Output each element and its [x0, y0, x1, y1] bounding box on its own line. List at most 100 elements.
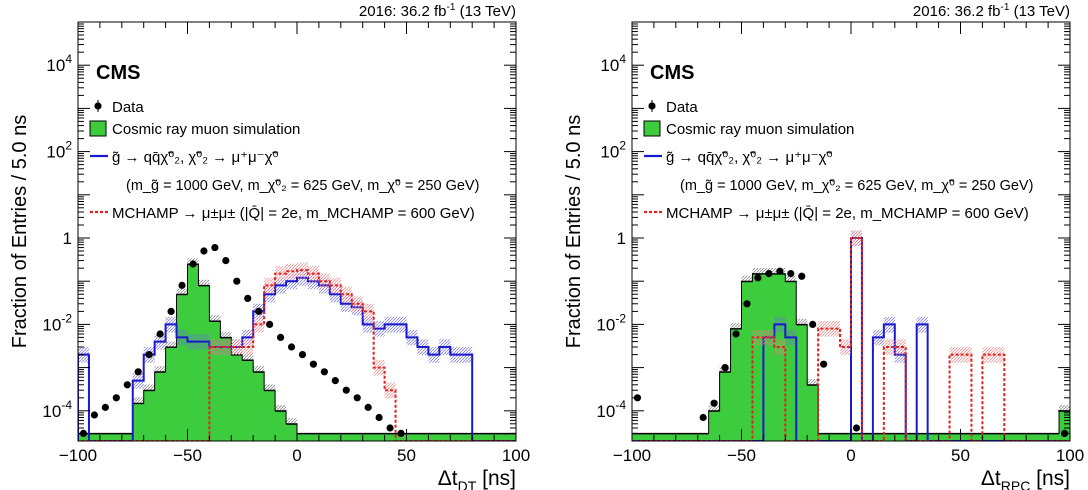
x-tick-label: −50 — [727, 446, 756, 465]
legend-data-label: Data — [666, 99, 698, 116]
y-tick-label: 104 — [600, 52, 626, 75]
cosmic-sim-bin — [927, 433, 939, 435]
cosmic-sim-bin — [242, 359, 254, 361]
data-point — [156, 330, 164, 338]
mchamp-uncertainty-band — [384, 382, 396, 399]
y-tick-label: 1 — [617, 229, 626, 248]
cosmic-sim-bin — [176, 294, 188, 296]
mchamp-uncertainty-band — [894, 339, 906, 356]
cosmic-sim-bin — [664, 433, 676, 435]
cosmic-sim-bin — [785, 281, 797, 283]
data-point — [178, 281, 186, 289]
mchamp-uncertainty-band — [949, 346, 961, 363]
cosmic-sim-bin — [719, 371, 731, 373]
cosmic-sim-bin — [351, 433, 363, 435]
cosmic-sim-bin — [329, 433, 341, 435]
legend-data-label: Data — [112, 99, 144, 116]
data-point — [798, 272, 806, 280]
legend-cosmic-swatch — [643, 120, 661, 137]
y-tick-label: 10-4 — [42, 398, 72, 421]
data-point — [397, 429, 405, 437]
y-tick-label: 10-2 — [596, 311, 626, 334]
cosmic-sim-bin — [993, 433, 1005, 435]
data-point — [90, 411, 99, 419]
cosmic-sim-bin — [494, 433, 506, 435]
legend-cosmic-swatch — [89, 120, 107, 137]
data-point — [134, 368, 142, 376]
cosmic-sim-bin — [428, 433, 440, 435]
y-tick-label: 102 — [46, 139, 72, 162]
legend-mchamp-label: MCHAMP → μ±μ± (|Q̄| = 2e, m_MCHAMP = 600… — [112, 205, 475, 222]
cosmic-sim-bin — [461, 433, 473, 435]
mchamp-uncertainty-band — [840, 339, 851, 356]
mchamp-uncertainty-band — [818, 320, 830, 337]
plot-area — [78, 243, 516, 441]
cosmic-sim-bin — [741, 281, 753, 283]
data-point — [820, 360, 828, 368]
cosmic-sim-bin — [1037, 433, 1049, 435]
x-axis-label: ΔtRPC [ns] — [981, 467, 1070, 490]
cosmic-sim-bin — [264, 390, 276, 392]
x-tick-label: 0 — [292, 446, 301, 465]
legend-gluino-label: g̃ → qq̄χ̃⁰₂, χ̃⁰₂ → μ⁺μ⁻χ̃⁰ — [112, 149, 278, 166]
cosmic-sim-bin — [154, 371, 166, 373]
data-point — [375, 413, 383, 422]
cosmic-sim-bin — [417, 433, 429, 435]
data-point — [266, 320, 274, 329]
data-point — [112, 394, 120, 402]
mchamp-uncertainty-band — [253, 316, 265, 333]
data-point — [211, 243, 219, 252]
data-point — [101, 403, 109, 411]
experiment-label: CMS — [96, 62, 140, 84]
cosmic-sim-bin — [872, 433, 884, 435]
cosmic-sim-bin — [818, 433, 830, 435]
data-point — [189, 260, 197, 268]
data-point — [754, 274, 762, 282]
cosmic-sim-bin — [829, 433, 841, 435]
legend-gluino-label: g̃ → qq̄χ̃⁰₂, χ̃⁰₂ → μ⁺μ⁻χ̃⁰ — [666, 149, 832, 166]
data-point — [852, 424, 861, 432]
cosmic-sim-bin — [982, 433, 994, 435]
data-point — [743, 300, 751, 308]
cosmic-sim-bin — [318, 433, 330, 435]
y-tick-label: 1 — [63, 229, 72, 248]
data-point — [776, 267, 784, 275]
mchamp-uncertainty-band — [851, 230, 862, 247]
mchamp-uncertainty-band — [231, 339, 243, 356]
cosmic-sim-bin — [905, 433, 917, 435]
x-tick-label: 0 — [846, 446, 855, 465]
legend-gluino-masses: (m_g̃ = 1000 GeV, m_χ̃⁰₂ = 625 GeV, m_χ̃… — [126, 178, 479, 194]
cosmic-sim-bin — [384, 433, 396, 435]
data-point — [244, 294, 252, 302]
data-point — [309, 360, 318, 368]
cosmic-sim-bin — [851, 433, 862, 435]
cosmic-sim-bin — [883, 433, 895, 435]
x-tick-label: 50 — [951, 446, 970, 465]
mchamp-uncertainty-band — [362, 303, 374, 320]
cosmic-sim-bin — [373, 433, 385, 435]
cosmic-sim-bin — [686, 433, 698, 435]
y-tick-label: 102 — [600, 139, 626, 162]
cosmic-sim-bin — [894, 433, 906, 435]
cosmic-sim-bin — [198, 285, 210, 287]
mchamp-uncertainty-band — [829, 320, 841, 337]
data-point — [287, 343, 296, 351]
data-point — [123, 381, 131, 389]
cosmic-sim-bin — [165, 346, 177, 348]
left-panel: −100 −50 0 50 100 10-4 10-2 1 102 104 Fraction of … — [9, 2, 530, 490]
legend-cosmic-label: Cosmic ray muon simulation — [666, 121, 854, 138]
cosmic-sim-bin — [697, 433, 709, 435]
data-point — [255, 307, 263, 315]
cosmic-sim-bin — [132, 403, 144, 405]
y-tick-label: 10-4 — [596, 398, 626, 421]
cosmic-sim-bin — [220, 337, 232, 339]
x-tick-label: −100 — [613, 446, 651, 465]
mchamp-uncertainty-band — [220, 339, 232, 356]
data-point — [342, 386, 350, 394]
data-point — [721, 364, 729, 372]
cosmic-sim-bin — [110, 433, 122, 435]
data-point — [320, 368, 328, 376]
cosmic-sim-bin — [275, 410, 287, 412]
cosmic-sim-bin — [960, 433, 972, 435]
x-tick-label: −100 — [59, 446, 97, 465]
